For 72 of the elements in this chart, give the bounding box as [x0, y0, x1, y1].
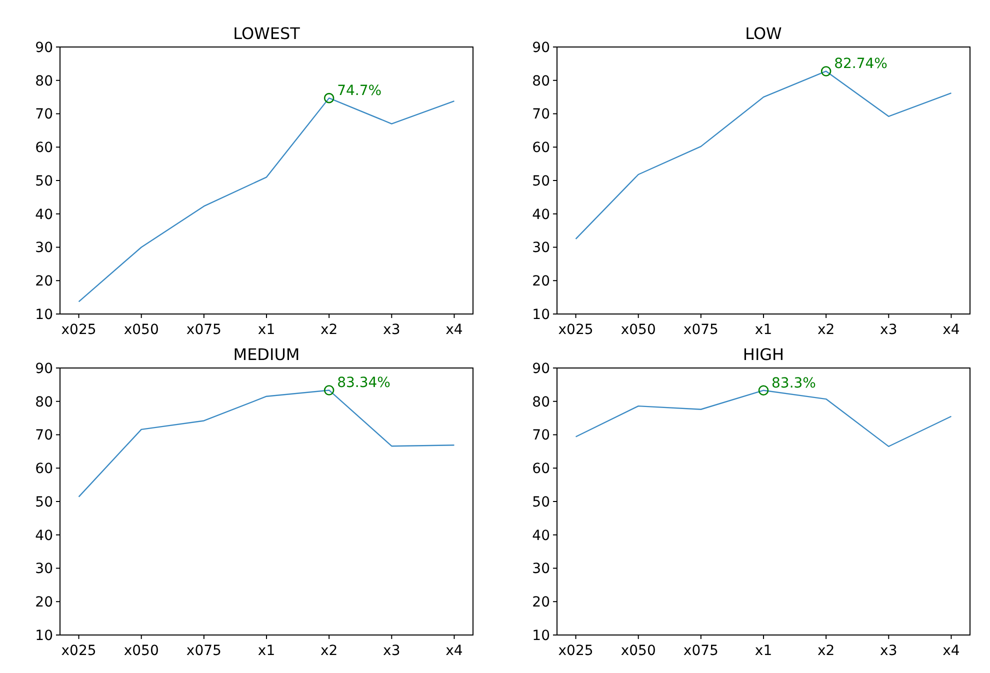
y-tick-label: 20 [532, 594, 550, 611]
x-tick-label: x4 [446, 643, 463, 659]
y-tick-label: 70 [532, 428, 550, 444]
y-tick-label: 30 [35, 561, 53, 578]
chart-title: HIGH [742, 345, 784, 364]
y-tick-label: 10 [532, 306, 550, 323]
x-tick-label: x075 [186, 643, 222, 659]
x-tick-label: x050 [124, 643, 159, 659]
x-tick-label: x025 [558, 322, 594, 338]
x-tick-label: x050 [620, 322, 656, 338]
x-tick-label: x4 [942, 643, 960, 659]
y-tick-label: 90 [35, 40, 53, 56]
y-tick-label: 40 [532, 528, 550, 544]
x-tick-label: x3 [880, 322, 898, 338]
y-tick-label: 30 [35, 240, 53, 256]
chart-title: MEDIUM [233, 345, 300, 364]
y-tick-label: 60 [35, 461, 53, 478]
y-tick-label: 30 [532, 561, 550, 578]
x-tick-label: x1 [258, 322, 276, 338]
y-tick-label: 40 [532, 206, 550, 223]
y-tick-label: 50 [532, 173, 550, 190]
x-tick-label: x3 [383, 643, 400, 659]
x-tick-label: x050 [620, 643, 656, 659]
y-tick-label: 20 [35, 274, 53, 290]
x-tick-label: x1 [754, 322, 772, 338]
x-tick-label: x2 [320, 643, 338, 659]
x-tick-label: x2 [320, 322, 338, 338]
x-tick-label: x1 [258, 643, 276, 659]
x-tick-label: x025 [61, 322, 96, 338]
chart-title: LOWEST [233, 24, 300, 43]
x-tick-label: x3 [880, 643, 898, 659]
x-tick-label: x1 [754, 643, 772, 659]
y-tick-label: 80 [35, 394, 53, 410]
y-tick-label: 60 [532, 461, 550, 478]
y-tick-label: 90 [532, 40, 550, 56]
x-tick-label: x075 [683, 643, 718, 659]
chart-title: LOW [745, 24, 782, 43]
x-tick-label: x3 [383, 322, 400, 338]
x-tick-label: x025 [558, 643, 594, 659]
y-tick-label: 70 [35, 106, 53, 123]
data-label: 82.74% [834, 56, 888, 72]
y-tick-label: 70 [532, 106, 550, 123]
x-tick-label: x050 [124, 322, 159, 338]
y-tick-label: 80 [532, 394, 550, 410]
y-tick-label: 60 [35, 140, 53, 156]
y-tick-label: 40 [35, 528, 53, 544]
y-tick-label: 70 [35, 428, 53, 444]
y-tick-label: 20 [532, 274, 550, 290]
y-tick-label: 50 [35, 494, 53, 510]
y-tick-label: 50 [532, 494, 550, 510]
y-tick-label: 20 [35, 594, 53, 611]
y-tick-label: 50 [35, 173, 53, 190]
y-tick-label: 30 [532, 240, 550, 256]
y-tick-label: 90 [532, 360, 550, 377]
data-label: 83.34% [337, 375, 390, 392]
x-tick-label: x4 [942, 322, 960, 338]
x-tick-label: x075 [683, 322, 718, 338]
data-label: 83.3% [772, 375, 816, 392]
x-tick-label: x075 [186, 322, 222, 338]
y-tick-label: 10 [532, 628, 550, 644]
x-tick-label: x2 [817, 322, 835, 338]
data-label: 74.7% [337, 83, 382, 100]
x-tick-label: x2 [817, 643, 835, 659]
y-tick-label: 80 [532, 73, 550, 90]
y-tick-label: 10 [35, 306, 53, 323]
y-tick-label: 80 [35, 73, 53, 90]
y-tick-label: 60 [532, 140, 550, 156]
y-tick-label: 90 [35, 360, 53, 377]
y-tick-label: 40 [35, 206, 53, 223]
x-tick-label: x025 [61, 643, 96, 659]
x-tick-label: x4 [446, 322, 463, 338]
y-tick-label: 10 [35, 628, 53, 644]
